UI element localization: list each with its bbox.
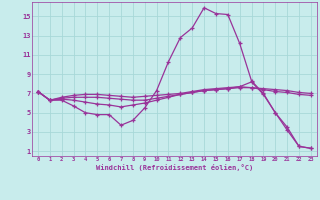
- X-axis label: Windchill (Refroidissement éolien,°C): Windchill (Refroidissement éolien,°C): [96, 164, 253, 171]
